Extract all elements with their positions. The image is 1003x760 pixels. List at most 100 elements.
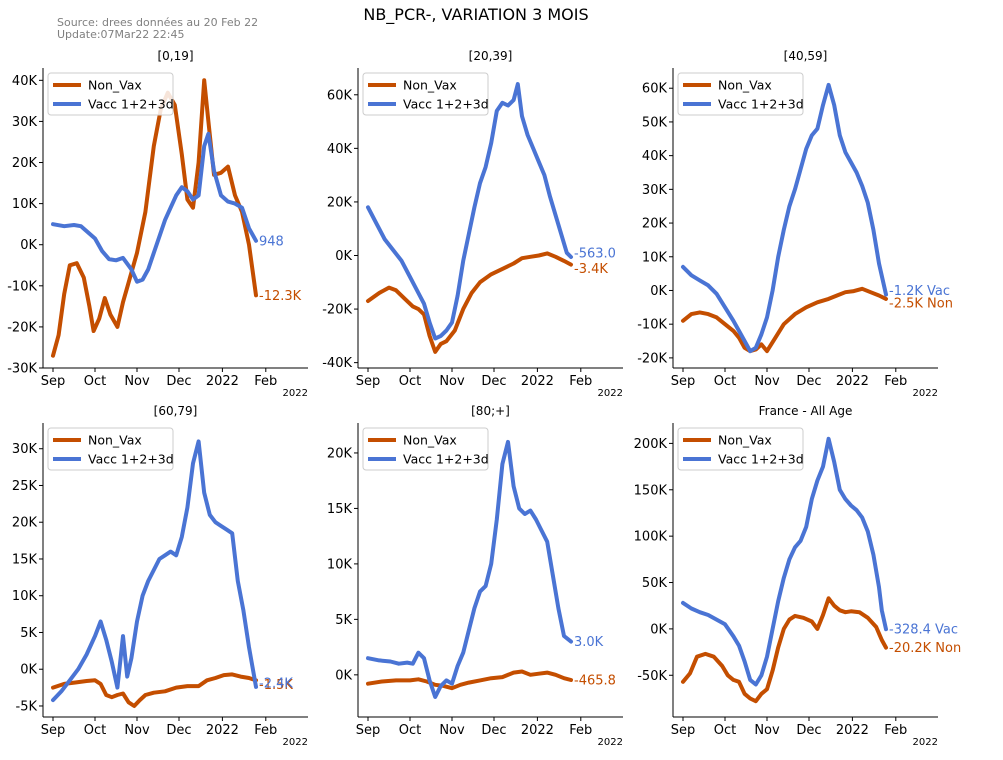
- y-tick-label: -5K: [16, 699, 38, 714]
- legend-entry: Vacc 1+2+3d: [718, 452, 804, 467]
- series-end-label: 948: [259, 234, 284, 249]
- series-line: [366, 251, 573, 354]
- y-tick-label: 60K: [642, 82, 668, 97]
- series-line: [366, 82, 573, 341]
- x-offset-label: 2022: [913, 737, 938, 748]
- y-tick-label: 0K: [650, 622, 667, 637]
- x-tick-label: Sep: [356, 723, 381, 738]
- figure-title: NB_PCR-, VARIATION 3 MOIS: [363, 5, 588, 25]
- legend-entry: Vacc 1+2+3d: [403, 452, 489, 467]
- y-tick-label: 20K: [327, 195, 353, 210]
- y-tick-label: 0K: [20, 238, 37, 253]
- y-tick-label: 25K: [12, 479, 38, 494]
- x-tick-label: Nov: [439, 374, 465, 389]
- x-offset-label: 2022: [598, 737, 623, 748]
- y-tick-label: 10K: [12, 197, 38, 212]
- x-tick-label: Feb: [884, 374, 907, 389]
- chart-panel: [80;+] 0K 5K 10K 15K 20K Sep Oct Nov Dec 2022 Feb 20…: [327, 404, 623, 748]
- y-tick-label: 0K: [650, 284, 667, 299]
- y-tick-label: 5K: [20, 626, 37, 641]
- series-end-label: -328.4 Vac: [889, 623, 958, 638]
- x-tick-label: Feb: [884, 723, 907, 738]
- y-tick-label: -10K: [637, 318, 667, 333]
- series-end-label: -20.2K Non: [889, 641, 961, 656]
- legend-entry: Non_Vax: [88, 433, 142, 448]
- y-tick-label: 20K: [12, 156, 38, 171]
- series-end-label: -1.5K: [259, 678, 293, 693]
- chart-panel: [0,19] -30K -20K -10K 0K 10K 20K 30K 40K Sep Oct No…: [7, 49, 308, 399]
- x-tick-label: Dec: [481, 723, 506, 738]
- series-end-label: -465.8: [574, 674, 616, 689]
- x-tick-label: Sep: [356, 374, 381, 389]
- series-line: [681, 436, 888, 687]
- series-line: [51, 131, 258, 284]
- x-tick-label: 2022: [206, 723, 239, 738]
- x-tick-label: 2022: [206, 374, 239, 389]
- series-line: [51, 439, 258, 703]
- series-line: [51, 672, 258, 708]
- x-tick-label: Dec: [796, 374, 821, 389]
- source-note: Source: drees données au 20 Feb 22: [57, 16, 258, 29]
- panel-title: [60,79]: [154, 404, 198, 418]
- legend-entry: Vacc 1+2+3d: [403, 97, 489, 112]
- series-end-label: -3.4K: [574, 262, 608, 277]
- x-tick-label: Dec: [166, 723, 191, 738]
- series-line: [681, 596, 888, 704]
- legend-entry: Non_Vax: [403, 433, 457, 448]
- panel-title: France - All Age: [759, 404, 853, 418]
- y-tick-label: 5K: [335, 613, 352, 628]
- y-tick-label: 100K: [634, 530, 668, 545]
- y-tick-label: 40K: [12, 74, 38, 89]
- series-end-label: -1.2K Vac: [889, 284, 950, 299]
- chart-panel: [40,59] -20K -10K 0K 10K 20K 30K 40K 50K 60K Sep Oc…: [637, 49, 953, 399]
- legend-entry: Non_Vax: [88, 78, 142, 93]
- x-tick-label: Oct: [399, 374, 421, 389]
- y-tick-label: 50K: [642, 115, 668, 130]
- panel-title: [0,19]: [157, 49, 193, 63]
- x-tick-label: Sep: [671, 723, 696, 738]
- x-offset-label: 2022: [913, 388, 938, 399]
- y-tick-label: 50K: [642, 576, 668, 591]
- y-tick-label: 10K: [327, 557, 353, 572]
- series-end-label: 3.0K: [574, 635, 604, 650]
- y-tick-label: 10K: [12, 589, 38, 604]
- legend-entry: Non_Vax: [718, 78, 772, 93]
- y-tick-label: -20K: [7, 320, 37, 335]
- panel-title: [80;+]: [471, 404, 510, 418]
- x-tick-label: Dec: [481, 374, 506, 389]
- y-tick-label: 0K: [335, 668, 352, 683]
- legend-entry: Non_Vax: [403, 78, 457, 93]
- series-line: [366, 439, 573, 699]
- x-tick-label: Feb: [569, 374, 592, 389]
- x-tick-label: Oct: [714, 723, 736, 738]
- x-tick-label: Sep: [41, 723, 66, 738]
- panel-title: [40,59]: [784, 49, 828, 63]
- y-tick-label: 30K: [12, 442, 38, 457]
- series-line: [681, 286, 888, 354]
- y-tick-label: -20K: [322, 303, 352, 318]
- x-tick-label: Dec: [796, 723, 821, 738]
- update-note: Update:07Mar22 22:45: [57, 28, 185, 41]
- series-line: [366, 669, 573, 691]
- y-tick-label: 15K: [327, 502, 353, 517]
- x-tick-label: Feb: [254, 374, 277, 389]
- chart-panel: [60,79] -5K 0K 5K 10K 15K 20K 25K 30K Sep Oct Nov De…: [12, 404, 308, 748]
- x-tick-label: 2022: [836, 374, 869, 389]
- series-end-label: -563.0: [574, 247, 616, 262]
- x-tick-label: Sep: [671, 374, 696, 389]
- x-tick-label: Nov: [754, 374, 780, 389]
- y-tick-label: -30K: [7, 362, 37, 377]
- x-tick-label: Nov: [124, 723, 150, 738]
- series-end-label: -2.4K: [259, 676, 293, 691]
- x-offset-label: 2022: [283, 737, 308, 748]
- y-tick-label: 0K: [335, 249, 352, 264]
- chart-panel: France - All Age -50K 0K 50K 100K 150K 200K Sep…: [634, 404, 962, 748]
- legend-entry: Vacc 1+2+3d: [88, 452, 174, 467]
- x-tick-label: Oct: [84, 374, 106, 389]
- x-tick-label: 2022: [521, 723, 554, 738]
- x-tick-label: 2022: [521, 374, 554, 389]
- series-end-label: -12.3K: [259, 289, 302, 304]
- y-tick-label: 0K: [20, 663, 37, 678]
- legend-entry: Vacc 1+2+3d: [88, 97, 174, 112]
